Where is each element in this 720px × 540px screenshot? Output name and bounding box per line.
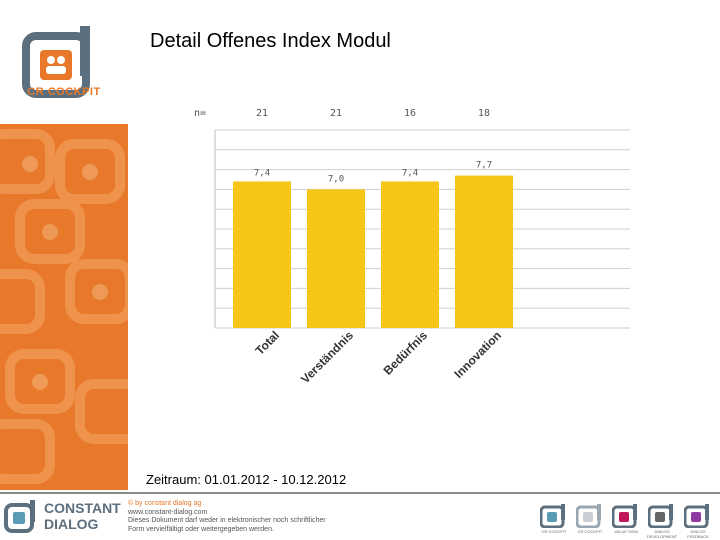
brand-label-3: VALUE SIGN (614, 529, 638, 534)
logo-text: CR COCKPIT (27, 86, 101, 98)
website-line: www.constant-dialog.com (128, 508, 208, 516)
category-label: Total (253, 328, 283, 358)
brand-icon-dialog-development (647, 504, 676, 529)
sample-size-value: 18 (478, 108, 490, 119)
footer-divider (0, 492, 720, 494)
brand-icon-cr-cockpit (539, 504, 568, 529)
bar-value-label: 7,0 (328, 174, 344, 184)
legal-line-2: Form vervielfältigt oder weitergegeben w… (128, 525, 274, 533)
legal-line-1: Dieses Dokument darf weder in elektronis… (128, 517, 326, 524)
bar (233, 181, 291, 328)
constant-dialog-logo (4, 500, 35, 533)
company-line1: CONSTANT (44, 500, 121, 516)
company-line2: DIALOG (44, 516, 99, 532)
brand-icon-cr-cockpit-grey (575, 504, 604, 529)
bar (307, 189, 365, 328)
footer-legal-text: © by constant dialog ag www.constant-dia… (128, 500, 326, 534)
bar-chart: n= 21 21 16 18 7,4 7,0 7,4 7,7 Total Verständnis… (194, 108, 630, 386)
brand-icon-dialog-feedback (683, 504, 712, 529)
sample-size-row: n= 21 21 16 18 (194, 108, 490, 119)
chart-value-labels: 7,4 7,0 7,4 7,7 (254, 161, 492, 185)
copyright-line: © by constant dialog ag (128, 500, 202, 507)
brand-icon-value-sign (611, 504, 640, 529)
bar (381, 181, 439, 328)
category-label: Innovation (451, 328, 504, 381)
footer-company-name: CONSTANT DIALOG (44, 500, 121, 532)
bar-value-label: 7,4 (402, 168, 418, 178)
brand-label-2: CR COCKPIT (577, 529, 603, 534)
sample-size-value: 21 (256, 108, 268, 119)
chart-bars (233, 175, 513, 328)
bar-value-label: 7,4 (254, 168, 270, 178)
category-label: Verständnis (298, 328, 356, 386)
page-title: Detail Offenes Index Modul (150, 30, 391, 52)
brand-label-5: DIALOG FEEDBACK (687, 529, 709, 539)
cockpit-pattern-graphic (0, 129, 128, 484)
period-label: Zeitraum: 01.01.2012 - 10.12.2012 (146, 472, 347, 487)
category-label: Bedürfnis (381, 328, 431, 378)
sample-size-value: 16 (404, 108, 416, 119)
decorative-side-band (0, 124, 128, 490)
brand-label-4: DIALOG DEVELOPMENT (646, 529, 678, 539)
chart-category-labels: Total Verständnis Bedürfnis Innovation (253, 328, 505, 386)
brand-icon-row: CR COCKPIT CR COCKPIT VALUE SIGN DIALOG … (538, 500, 718, 539)
sample-size-value: 21 (330, 108, 342, 119)
bar (455, 175, 513, 328)
n-label: n= (194, 108, 206, 119)
bar-value-label: 7,7 (476, 161, 492, 171)
cr-cockpit-logo (22, 26, 90, 98)
brand-label-1: CR COCKPIT (541, 529, 567, 534)
